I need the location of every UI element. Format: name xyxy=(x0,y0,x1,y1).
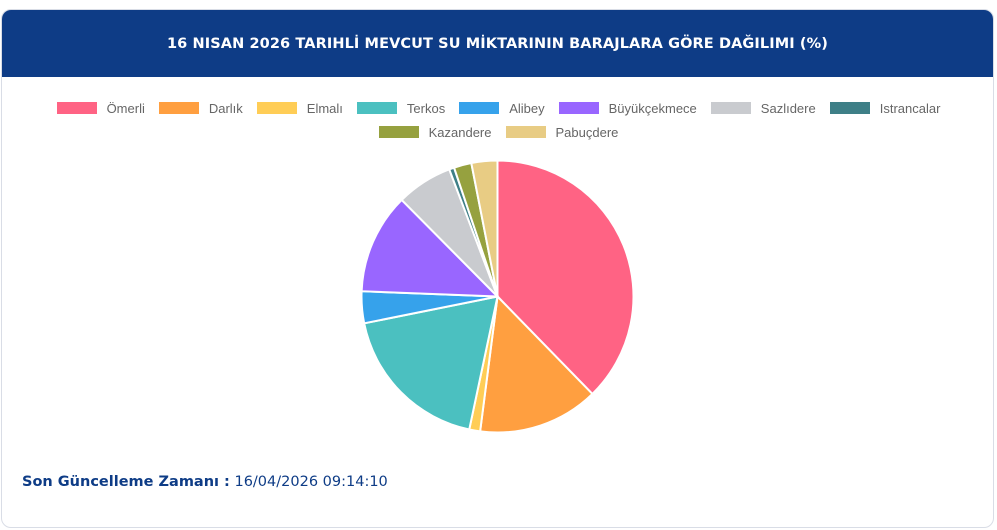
legend-item[interactable]: Kazandere xyxy=(378,124,492,140)
chart-header: 16 NISAN 2026 TARIHLİ MEVCUT SU MİKTARIN… xyxy=(2,10,993,77)
pie-slice-büyükçekmece[interactable] xyxy=(360,198,500,298)
legend-swatch xyxy=(505,126,546,138)
chart-title: 16 NISAN 2026 TARIHLİ MEVCUT SU MİKTARIN… xyxy=(166,35,828,52)
legend-label: Istrancalar xyxy=(879,100,941,116)
last-updated-value: 16/04/2026 09:14:10 xyxy=(234,474,388,490)
legend-label: Sazlıdere xyxy=(760,100,816,116)
legend-item[interactable]: Terkos xyxy=(356,100,446,116)
legend-label: Pabuçdere xyxy=(555,124,619,140)
pie-slice-terkos[interactable] xyxy=(362,295,499,431)
legend-swatch xyxy=(56,102,97,114)
legend-swatch xyxy=(459,102,500,114)
legend-item[interactable]: Pabuçdere xyxy=(505,124,619,140)
chart-card: 16 NISAN 2026 TARIHLİ MEVCUT SU MİKTARIN… xyxy=(1,9,994,528)
legend-row: Ömerli Darlık Elmalı Terkos Alibey Büyükçekme… xyxy=(0,96,997,120)
legend-swatch xyxy=(378,126,419,138)
legend-swatch xyxy=(829,102,870,114)
legend-swatch xyxy=(256,102,297,114)
pie-slice-pabuçdere[interactable] xyxy=(470,159,499,297)
legend-label: Alibey xyxy=(509,100,545,116)
legend-label: Darlık xyxy=(208,100,243,116)
legend-label: Terkos xyxy=(406,100,446,116)
legend-item[interactable]: Alibey xyxy=(459,100,545,116)
legend-label: Ömerli xyxy=(106,100,145,116)
chart-legend: Ömerli Darlık Elmalı Terkos Alibey Büyükçekme… xyxy=(0,96,997,144)
legend-swatch xyxy=(558,102,599,114)
pie-slice-darlık[interactable] xyxy=(478,294,594,434)
last-updated-label: Son Güncelleme Zamanı : xyxy=(22,474,230,490)
legend-swatch xyxy=(356,102,397,114)
legend-item[interactable]: Istrancalar xyxy=(829,100,941,116)
legend-item[interactable]: Ömerli xyxy=(56,100,145,116)
legend-item[interactable]: Sazlıdere xyxy=(710,100,816,116)
legend-label: Elmalı xyxy=(306,100,343,116)
legend-item[interactable]: Büyükçekmece xyxy=(558,100,697,116)
legend-row: Kazandere Pabuçdere xyxy=(0,120,997,144)
legend-swatch xyxy=(158,102,199,114)
legend-item[interactable]: Darlık xyxy=(158,100,243,116)
legend-label: Kazandere xyxy=(428,124,492,140)
pie-slice-ömerli[interactable] xyxy=(496,159,635,396)
last-updated: Son Güncelleme Zamanı : 16/04/2026 09:14… xyxy=(22,474,388,490)
legend-swatch xyxy=(710,102,751,114)
legend-label: Büyükçekmece xyxy=(608,100,697,116)
legend-item[interactable]: Elmalı xyxy=(256,100,343,116)
